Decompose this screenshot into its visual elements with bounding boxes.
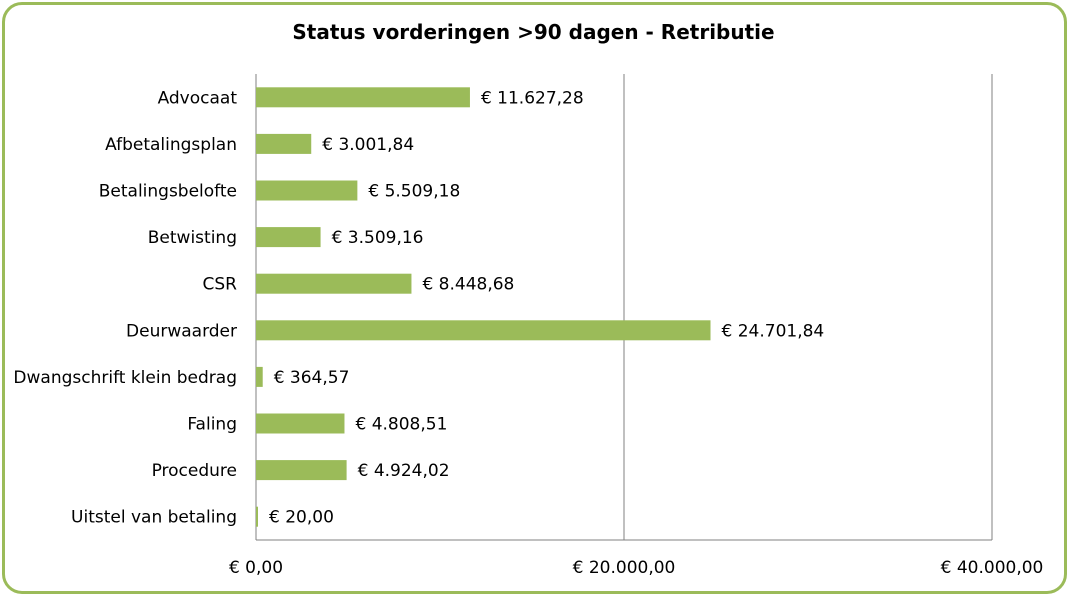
bar-7 xyxy=(256,413,345,434)
x-tick-label-2: € 40.000,00 xyxy=(941,558,1044,578)
bar-3 xyxy=(256,227,321,248)
x-tick-label-0: € 0,00 xyxy=(229,558,283,578)
bar-9 xyxy=(256,506,258,527)
category-label-4: CSR xyxy=(203,275,238,295)
data-label-2: € 5.509,18 xyxy=(368,182,460,202)
x-tick-label-1: € 20.000,00 xyxy=(573,558,676,578)
bar-6 xyxy=(256,366,263,387)
category-label-5: Deurwaarder xyxy=(126,321,237,341)
category-label-6: Dwangschrift klein bedrag xyxy=(13,368,237,388)
data-label-1: € 3.001,84 xyxy=(322,135,414,155)
category-label-9: Uitstel van betaling xyxy=(71,508,237,528)
data-label-8: € 4.924,02 xyxy=(358,461,450,481)
category-label-3: Betwisting xyxy=(148,228,237,248)
data-label-6: € 364,57 xyxy=(274,368,350,388)
bar-1 xyxy=(256,133,312,154)
data-label-3: € 3.509,16 xyxy=(332,228,424,248)
data-label-9: € 20,00 xyxy=(269,508,334,528)
category-label-8: Procedure xyxy=(152,461,237,481)
category-label-0: Advocaat xyxy=(158,88,238,108)
category-label-1: Afbetalingsplan xyxy=(105,135,237,155)
category-label-7: Faling xyxy=(187,415,237,435)
data-label-0: € 11.627,28 xyxy=(481,88,584,108)
bar-4 xyxy=(256,273,412,294)
bar-2 xyxy=(256,180,358,201)
category-label-2: Betalingsbelofte xyxy=(99,182,237,202)
bar-8 xyxy=(256,460,347,481)
chart-title: Status vorderingen >90 dagen - Retributi… xyxy=(292,20,775,44)
data-label-4: € 8.448,68 xyxy=(422,275,514,295)
bar-0 xyxy=(256,87,470,108)
data-label-7: € 4.808,51 xyxy=(355,415,447,435)
data-label-5: € 24.701,84 xyxy=(722,321,825,341)
bar-5 xyxy=(256,320,711,341)
